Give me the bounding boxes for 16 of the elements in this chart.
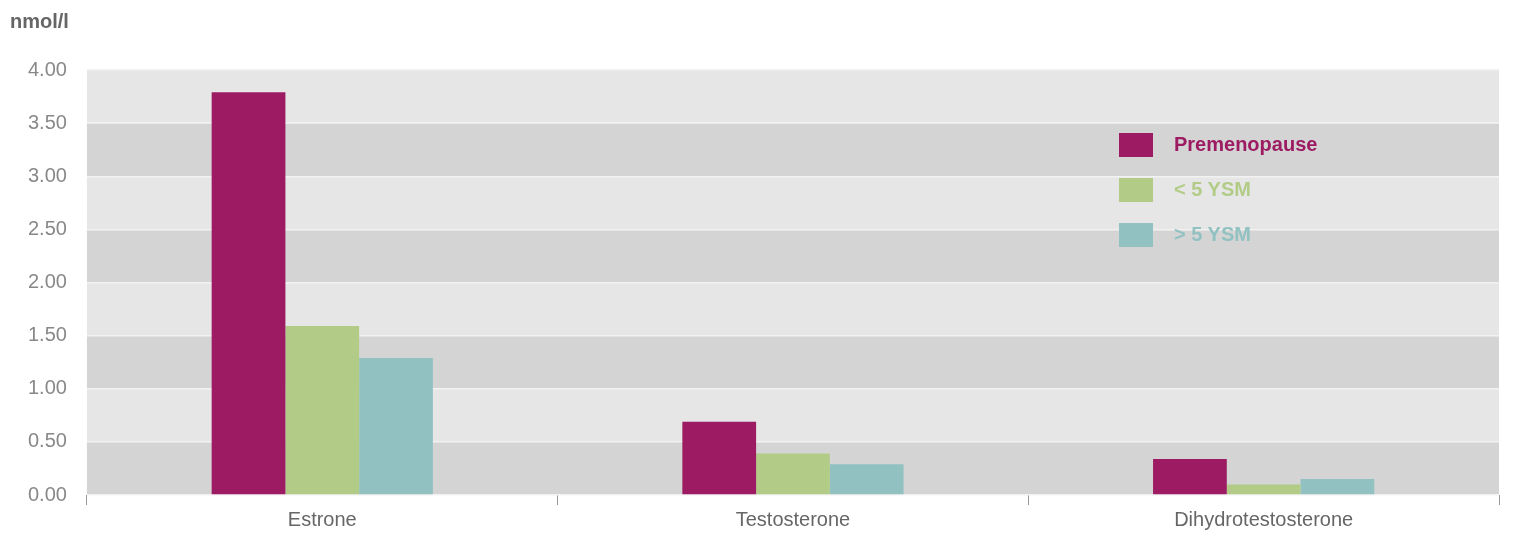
y-tick-label: 3.50 (27, 110, 67, 133)
y-tick-label: 0.50 (27, 429, 67, 452)
legend-label: Premenopause (1174, 132, 1318, 155)
y-axis-title: nmol/l (10, 9, 69, 32)
y-tick-label: 2.00 (27, 270, 67, 293)
y-tick-label: 2.50 (27, 216, 67, 239)
y-tick-label: 1.00 (27, 376, 67, 399)
y-tick-label: 1.50 (27, 323, 67, 346)
y-tick-label: 0.00 (27, 482, 67, 505)
x-tick-label: Testosterone (735, 507, 851, 530)
y-tick-label: 4.00 (27, 57, 67, 80)
x-tick-label: Dihydrotestosterone (1174, 507, 1354, 530)
legend-label: > 5 YSM (1174, 222, 1251, 245)
x-tick-label: Estrone (287, 507, 357, 530)
y-tick-label: 3.00 (27, 163, 67, 186)
legend-label: < 5 YSM (1174, 177, 1251, 200)
